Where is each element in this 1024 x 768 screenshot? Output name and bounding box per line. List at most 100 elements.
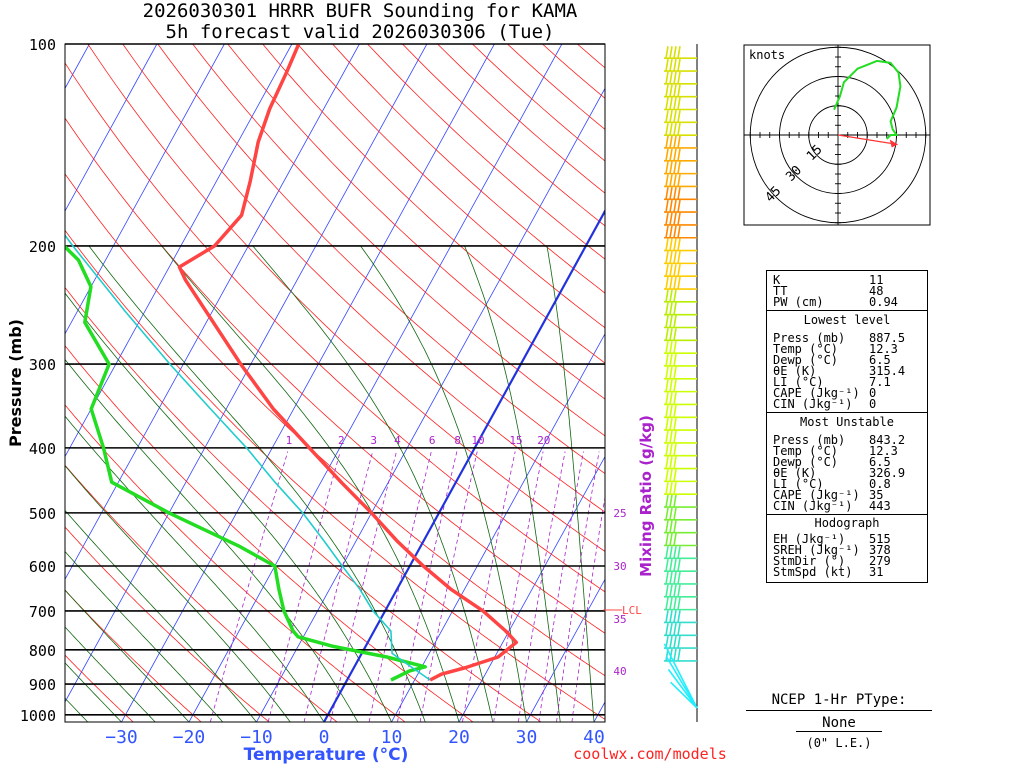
- ptype-accum: (0" L.E.): [806, 736, 872, 750]
- hodograph-units: knots: [749, 48, 785, 62]
- hodograph-stat-row: EH (Jkg⁻¹) 515: [773, 532, 921, 546]
- wind-barb: [664, 430, 697, 444]
- mixing-ratio-side-label: 30: [613, 560, 626, 573]
- isotherm: [65, 44, 225, 335]
- moist-adiabat: [65, 465, 291, 722]
- temperature-tick-label: 40: [583, 727, 605, 748]
- most-unstable-rows: Press (mb) 843.2 Temp (°C) 12.3 Dewp (°C) 6.5…: [767, 431, 927, 514]
- temperature-tick-label: 20: [448, 727, 470, 748]
- wind-barb: [664, 135, 697, 149]
- lowest-level-title: Lowest level: [767, 310, 927, 329]
- wind-barb: [664, 289, 697, 303]
- chart-subtitle: 5h forecast valid 2026030306 (Tue): [166, 21, 555, 43]
- credit-text: coolwx.com/models: [573, 745, 727, 763]
- wind-barb: [669, 681, 698, 709]
- most-unstable-row: CAPE (Jkg⁻¹) 35: [773, 489, 921, 501]
- dry-adiabat: [65, 589, 202, 722]
- mixing-ratio-line: [493, 451, 544, 722]
- isotherm: [188, 44, 563, 722]
- dry-adiabat: [122, 44, 605, 513]
- hodograph-stat-row: StmSpd (kt) 31: [773, 565, 921, 579]
- wind-barb: [664, 417, 697, 431]
- wind-barb: [664, 494, 697, 508]
- pressure-tick-label: 1000: [20, 707, 56, 725]
- mixing-ratio-line: [518, 451, 566, 722]
- tt-label: TT: [773, 284, 788, 298]
- moist-adiabat: [65, 626, 156, 722]
- dry-adiabat: [437, 44, 605, 194]
- lowest-level-label: θE (K): [773, 364, 817, 378]
- mixing-ratio-line: [303, 451, 374, 722]
- hodograph-stat-value: 515: [869, 532, 891, 546]
- mixing-ratio-side-label: 40: [613, 665, 626, 678]
- mixing-ratio-label: Mixing Ratio (g/kg): [637, 415, 655, 577]
- most-unstable-label: Dewp (°C): [773, 455, 839, 469]
- most-unstable-row: Press (mb) 843.2: [773, 433, 921, 447]
- temperature-trace: [177, 44, 519, 682]
- dry-adiabat: [65, 62, 605, 593]
- wind-barb: [664, 302, 697, 316]
- wind-barb: [664, 212, 697, 226]
- dewpoint-trace: [65, 244, 427, 682]
- pressure-tick-label: 300: [29, 356, 56, 374]
- moist-adiabat: [65, 292, 392, 722]
- hodograph-stat-row: StmDir (°) 279: [773, 554, 921, 568]
- hodograph-trace: [833, 59, 902, 140]
- parcel-trace: [65, 233, 431, 681]
- isotherm: [458, 455, 605, 722]
- pressure-tick-label: 500: [29, 505, 56, 523]
- mixing-ratio-line: [556, 451, 600, 722]
- hodograph-title: Hodograph: [767, 514, 927, 532]
- mixing-ratio-tick-label: 10: [471, 434, 484, 447]
- most-unstable-value: 443: [869, 499, 891, 513]
- most-unstable-value: 12.3: [869, 444, 898, 458]
- moist-adiabat: [65, 550, 224, 722]
- most-unstable-label: Press (mb): [773, 433, 846, 447]
- wind-barb: [664, 58, 697, 72]
- moist-adiabat: [252, 245, 494, 722]
- mixing-ratio-tick-label: 20: [537, 434, 550, 447]
- plot-frame: [64, 43, 606, 723]
- pw-label: PW (cm): [773, 295, 824, 309]
- dry-adiabat: [157, 44, 605, 475]
- sounding-traces: [65, 44, 519, 682]
- most-unstable-value: 6.5: [869, 455, 891, 469]
- isobars: [65, 43, 605, 716]
- hodograph-stat-value: 279: [869, 554, 891, 568]
- lowest-level-row: Temp (°C) 12.3: [773, 343, 921, 355]
- wind-barb: [664, 533, 697, 547]
- hodograph-stat-row: SREH (Jkg⁻¹) 378: [773, 544, 921, 556]
- wind-barb: [667, 668, 698, 709]
- lowest-level-rows: Press (mb) 887.5 Temp (°C) 12.3 Dewp (°C) 6.5…: [767, 329, 927, 412]
- most-unstable-label: θE (K): [773, 466, 817, 480]
- dry-adiabat: [262, 44, 605, 364]
- wind-barb: [664, 225, 697, 239]
- wind-barb: [664, 405, 697, 419]
- wind-barb: [664, 469, 697, 483]
- pressure-tick-label: 600: [29, 558, 56, 576]
- hodograph-stat-label: EH (Jkg⁻¹): [773, 532, 846, 546]
- lowest-level-label: Press (mb): [773, 331, 846, 345]
- wind-barb: [664, 123, 697, 136]
- mixing-ratio-labels: 1 2 3 4 6 8 10 15 20 25 30 35 40: [286, 434, 627, 678]
- mixing-ratio-tick-label: 6: [429, 434, 436, 447]
- moist-adiabat: [546, 245, 595, 722]
- isotherm: [256, 87, 605, 722]
- hodograph-stat-label: StmSpd (kt): [773, 565, 853, 579]
- isotherm: [391, 332, 605, 722]
- dry-adiabat: [65, 173, 605, 677]
- lowest-level-row: Dewp (°C) 6.5: [773, 354, 921, 366]
- wind-barb: [664, 392, 697, 406]
- wind-barb: [664, 251, 697, 265]
- mixing-ratio-line: [210, 451, 289, 722]
- wind-barb: [664, 584, 697, 598]
- dry-adiabat: [227, 44, 605, 400]
- most-unstable-label: Temp (°C): [773, 444, 839, 458]
- most-unstable-row: Temp (°C) 12.3: [773, 444, 921, 458]
- lowest-level-row: Press (mb) 887.5: [773, 331, 921, 345]
- most-unstable-row: θE (K) 326.9: [773, 466, 921, 480]
- hodograph-rows: EH (Jkg⁻¹) 515 SREH (Jkg⁻¹) 378 StmDir (°) 27…: [767, 532, 927, 582]
- wind-barb: [664, 341, 697, 354]
- isotherm: [65, 44, 293, 458]
